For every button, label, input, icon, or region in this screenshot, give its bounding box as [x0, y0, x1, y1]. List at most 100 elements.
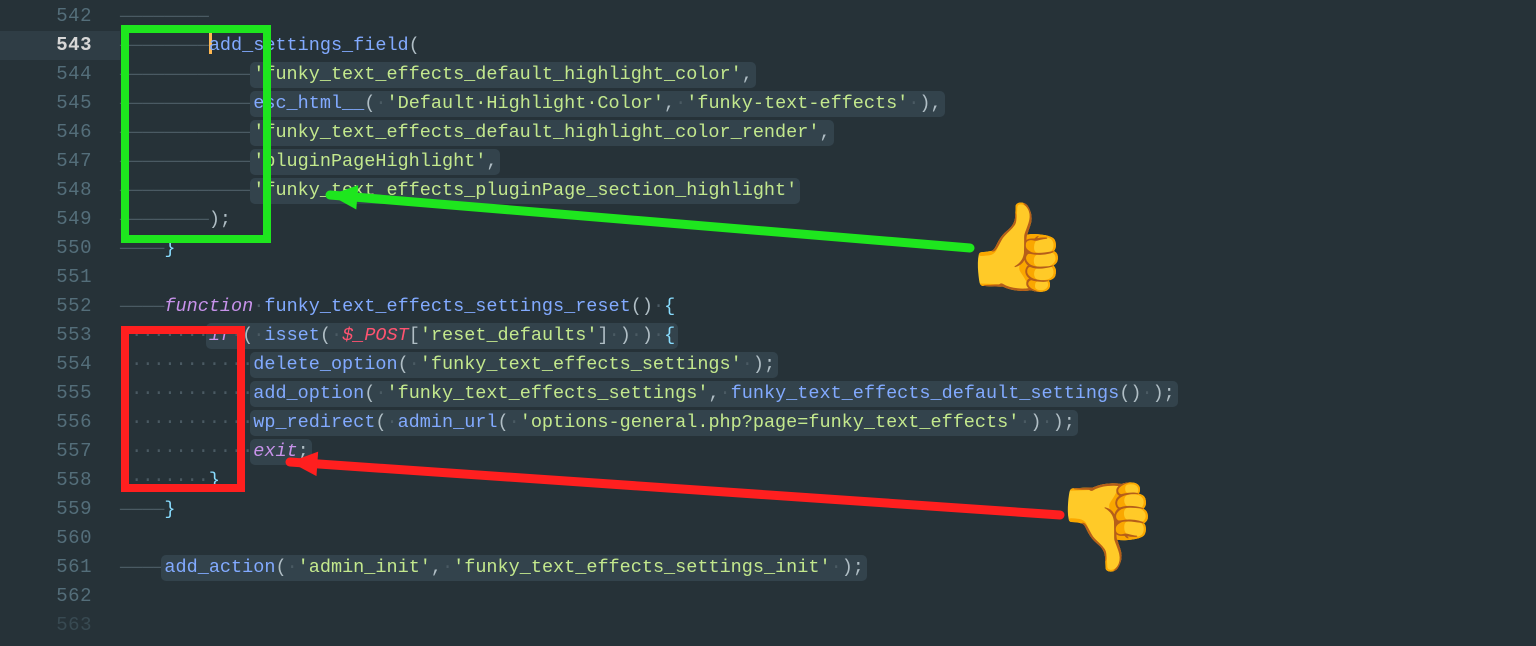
code-line[interactable]: ————————————'funky_text_effects_pluginPa…	[120, 176, 1536, 205]
code-token: {	[664, 325, 675, 346]
code-token: );	[842, 557, 864, 578]
code-token: [	[409, 325, 420, 346]
code-line[interactable]	[120, 582, 1536, 611]
line-number: 560	[0, 524, 120, 553]
line-number: 552	[0, 292, 120, 321]
code-token: (	[364, 93, 375, 114]
line-number: 553	[0, 321, 120, 350]
code-line[interactable]: ————————————'funky_text_effects_default_…	[120, 118, 1536, 147]
code-token: ]	[597, 325, 608, 346]
code-token: ·	[331, 325, 342, 346]
indent-guides: ————	[120, 238, 164, 259]
code-editor[interactable]: 5425435445455465475485495505515525535545…	[0, 0, 1536, 646]
code-token: ·	[1042, 412, 1053, 433]
code-token: ()	[631, 296, 653, 317]
code-token: ·	[253, 325, 264, 346]
code-token: $_POST	[342, 325, 409, 346]
code-line[interactable]: ············wp_redirect(·admin_url(·'opt…	[120, 408, 1536, 437]
code-token: ,	[708, 383, 719, 404]
line-number: 561	[0, 553, 120, 582]
code-token: ()	[1119, 383, 1141, 404]
code-token: ·	[831, 557, 842, 578]
line-number: 547	[0, 147, 120, 176]
code-token: ,	[664, 93, 675, 114]
code-token: (	[498, 412, 509, 433]
code-token: );	[209, 209, 231, 230]
line-number: 556	[0, 408, 120, 437]
code-token: )	[620, 325, 631, 346]
code-token: funky_text_effects_default_settings	[731, 383, 1120, 404]
code-token: ·	[509, 412, 520, 433]
code-token: ·	[631, 325, 642, 346]
line-number: 544	[0, 60, 120, 89]
line-number: 545	[0, 89, 120, 118]
code-token: (	[409, 35, 420, 56]
code-token: ·	[386, 412, 397, 433]
code-token: ,	[819, 122, 830, 143]
search-match-highlight: exit;	[250, 439, 312, 465]
code-token: (	[375, 412, 386, 433]
code-line[interactable]: ············exit;	[120, 437, 1536, 466]
code-token: 'funky_text_effects_settings'	[420, 354, 742, 375]
indent-guides: ————————	[120, 6, 209, 27]
code-token: );	[1053, 412, 1075, 433]
code-line[interactable]: ········}	[120, 466, 1536, 495]
code-token: function	[164, 296, 253, 317]
code-line[interactable]: ············add_option(·'funky_text_effe…	[120, 379, 1536, 408]
code-line[interactable]: ————}	[120, 495, 1536, 524]
code-token: 'funky-text-effects'	[686, 93, 908, 114]
code-line[interactable]: ————}	[120, 234, 1536, 263]
line-number: 542	[0, 2, 120, 31]
code-token: }	[164, 499, 175, 520]
code-token: 'options-general.php?page=funky_text_eff…	[520, 412, 1020, 433]
line-number: 546	[0, 118, 120, 147]
code-line[interactable]: ————————————'pluginPageHighlight',	[120, 147, 1536, 176]
code-token: (	[398, 354, 409, 375]
line-number: 557	[0, 437, 120, 466]
code-line[interactable]: ————————);	[120, 205, 1536, 234]
indent-guides: ············	[120, 354, 253, 375]
code-token: ,	[742, 64, 753, 85]
code-token: add_settings_field	[209, 35, 409, 56]
search-match-highlight: 'funky_text_effects_default_highlight_co…	[250, 120, 833, 146]
line-number: 549	[0, 205, 120, 234]
code-line[interactable]: ············delete_option(·'funky_text_e…	[120, 350, 1536, 379]
code-line[interactable]	[120, 263, 1536, 292]
search-match-highlight: add_option(·'funky_text_effects_settings…	[250, 381, 1178, 407]
search-match-highlight: add_action(·'admin_init',·'funky_text_ef…	[161, 555, 867, 581]
search-match-highlight: if·(·isset(·$_POST['reset_defaults']·)·)…	[206, 323, 678, 349]
code-token: exit	[253, 441, 297, 462]
code-line[interactable]	[120, 524, 1536, 553]
code-token: ·	[742, 354, 753, 375]
code-line[interactable]: ————————————esc_html__(·'Default·Highlig…	[120, 89, 1536, 118]
search-match-highlight: 'funky_text_effects_pluginPage_section_h…	[250, 178, 800, 204]
code-token: ,	[431, 557, 442, 578]
search-match-highlight: 'funky_text_effects_default_highlight_co…	[250, 62, 756, 88]
code-line[interactable]: ————————	[120, 2, 1536, 31]
code-line[interactable]: ————————————'funky_text_effects_default_…	[120, 60, 1536, 89]
code-token: ·	[409, 354, 420, 375]
line-number: 563	[0, 611, 120, 640]
code-token: ,	[486, 151, 497, 172]
code-line[interactable]	[120, 611, 1536, 640]
code-token: ·	[287, 557, 298, 578]
code-token: ;	[298, 441, 309, 462]
indent-guides: ········	[120, 470, 209, 491]
code-token: add_action	[164, 557, 275, 578]
line-number: 558	[0, 466, 120, 495]
code-token: add_option	[253, 383, 364, 404]
code-line[interactable]: ————————add_settings_field(	[120, 31, 1536, 60]
indent-guides: ————————————	[120, 151, 253, 172]
code-token: ),	[919, 93, 941, 114]
code-token: )	[1030, 412, 1041, 433]
indent-guides: ————	[120, 499, 164, 520]
code-line[interactable]: ————function·funky_text_effects_settings…	[120, 292, 1536, 321]
indent-guides: ············	[120, 441, 253, 462]
indent-guides: ————————————	[120, 64, 253, 85]
indent-guides: ········	[120, 325, 209, 346]
code-token: ·	[1141, 383, 1152, 404]
code-line[interactable]: ········if·(·isset(·$_POST['reset_defaul…	[120, 321, 1536, 350]
code-area[interactable]: ————————————————add_settings_field(—————…	[120, 0, 1536, 646]
line-number: 555	[0, 379, 120, 408]
code-line[interactable]: ————add_action(·'admin_init',·'funky_tex…	[120, 553, 1536, 582]
